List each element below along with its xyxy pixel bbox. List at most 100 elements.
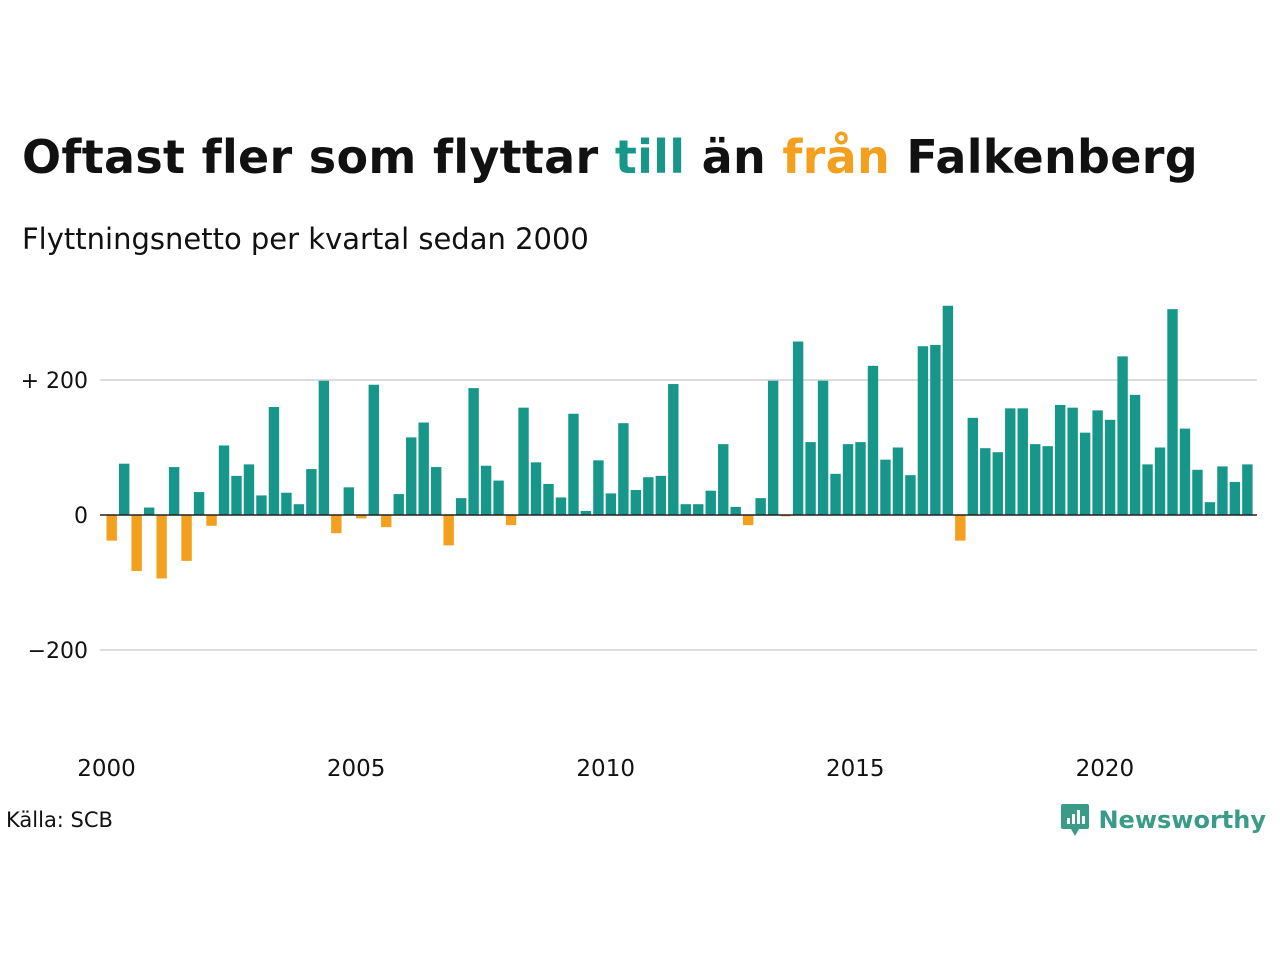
bar: [106, 515, 117, 541]
bar: [593, 460, 604, 515]
y-axis-labels: + 200 0 −200: [21, 369, 88, 664]
bar: [705, 490, 716, 515]
bar: [742, 515, 754, 526]
bar: [393, 494, 404, 515]
bar: [480, 465, 492, 515]
bar: [1067, 407, 1078, 515]
bar: [668, 384, 679, 515]
bar: [1242, 464, 1253, 516]
brand-name: Newsworthy: [1098, 806, 1266, 834]
bar: [805, 442, 816, 515]
bar: [343, 487, 355, 515]
bar: [530, 462, 542, 515]
bar: [368, 384, 379, 515]
bar: [930, 344, 941, 515]
source-note: Källa: SCB: [6, 808, 113, 832]
bar: [1154, 447, 1166, 515]
bar: [1030, 444, 1041, 516]
bar: [193, 492, 205, 515]
bar: [755, 498, 766, 516]
bar: [767, 380, 779, 515]
bar: [1229, 481, 1241, 516]
bar: [880, 459, 891, 515]
bar: [268, 407, 280, 515]
bar: [643, 477, 654, 515]
bar: [455, 498, 467, 516]
bar: [992, 452, 1003, 515]
bar: [381, 515, 392, 528]
chart-subtitle: Flyttningsnetto per kvartal sedan 2000: [22, 222, 589, 256]
bar: [842, 444, 854, 516]
bar: [1092, 410, 1103, 516]
chart-title: Oftast fler som flyttar till än från Fal…: [22, 130, 1198, 184]
title-part-fran: från: [782, 130, 891, 184]
bar: [680, 504, 691, 515]
bar: [168, 467, 180, 515]
bar: [131, 515, 142, 572]
bar: [256, 495, 267, 516]
x-tick-label: 2015: [826, 756, 885, 782]
bar: [293, 504, 305, 515]
bar: [605, 493, 617, 515]
bar: [356, 515, 367, 519]
grid-lines: [100, 379, 1257, 651]
y-tick-label: + 200: [21, 369, 88, 394]
x-tick-label: 2010: [576, 756, 635, 782]
title-part-till: till: [614, 130, 686, 184]
bar: [580, 510, 592, 515]
bar: [830, 473, 841, 515]
x-tick-label: 2000: [77, 756, 136, 782]
bar: [693, 504, 704, 515]
bar: [955, 515, 966, 541]
bar: [181, 515, 192, 561]
bar-chart: + 200 0 −200 2000 2005 2010 2015 2020: [21, 305, 1257, 782]
bar: [1079, 432, 1091, 515]
bar: [1142, 464, 1153, 516]
bar: [892, 447, 904, 515]
bars: [106, 305, 1253, 579]
bar: [1192, 469, 1203, 516]
title-part-an: än: [685, 130, 783, 184]
bar: [718, 444, 729, 516]
bar: [1042, 446, 1053, 515]
bar: [406, 437, 417, 516]
bar: [1054, 404, 1066, 515]
newsworthy-logo-icon: [1061, 804, 1090, 836]
bar: [1017, 408, 1028, 515]
bar: [942, 305, 954, 515]
bar: [817, 380, 829, 515]
bar: [855, 442, 866, 515]
bar: [468, 388, 479, 515]
bar: [1167, 309, 1178, 516]
bar: [730, 506, 741, 515]
bar: [630, 490, 642, 516]
bar: [206, 515, 217, 526]
bar: [505, 515, 517, 526]
bar: [430, 467, 442, 515]
x-axis-labels: 2000 2005 2010 2015 2020: [77, 756, 1134, 782]
bar: [655, 475, 667, 515]
bar: [418, 422, 429, 515]
title-part-intro: Oftast fler som flyttar: [22, 130, 615, 184]
bar: [1179, 428, 1191, 515]
bar: [980, 448, 991, 516]
bar: [792, 341, 804, 515]
bar: [1129, 394, 1141, 515]
bar: [1117, 356, 1128, 516]
bar: [281, 492, 292, 515]
brand-logo: Newsworthy: [1060, 802, 1266, 838]
bar: [917, 346, 929, 515]
bar: [443, 515, 454, 546]
bar: [867, 365, 879, 515]
bar: [568, 413, 579, 515]
bar: [493, 480, 504, 515]
bar: [231, 475, 242, 515]
bar: [1217, 466, 1228, 515]
bar: [905, 475, 916, 516]
x-tick-label: 2020: [1076, 756, 1135, 782]
x-tick-label: 2005: [327, 756, 386, 782]
bar: [118, 463, 130, 515]
y-tick-label: 0: [74, 504, 88, 529]
title-part-place: Falkenberg: [890, 130, 1198, 184]
bar: [331, 515, 342, 534]
